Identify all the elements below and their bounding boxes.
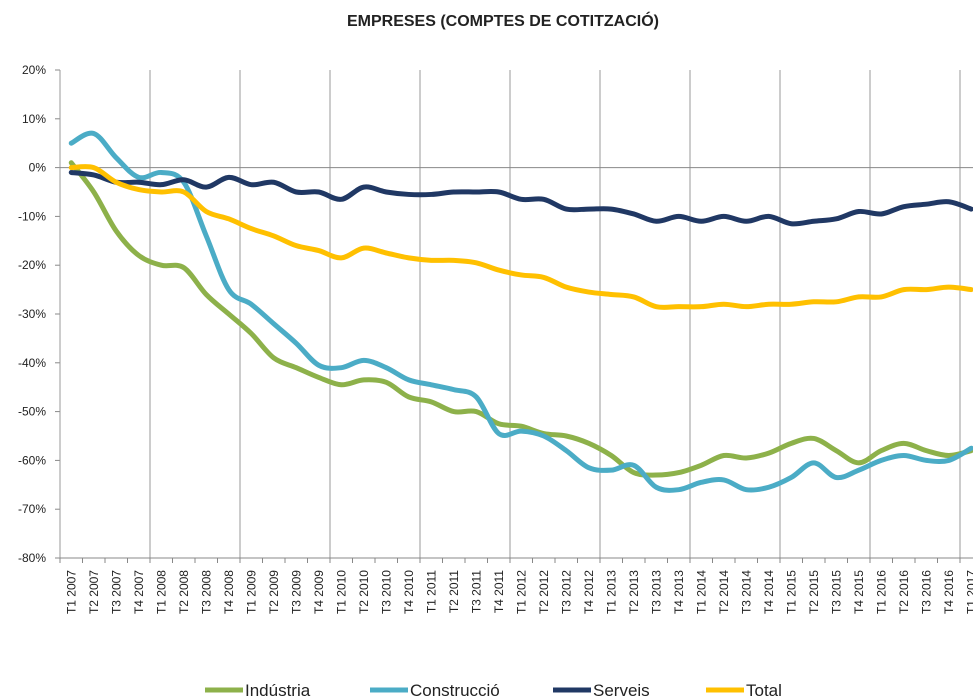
x-tick-label: T2 2012 xyxy=(537,570,551,614)
y-tick-label: -10% xyxy=(18,209,46,223)
x-tick-label: T4 2010 xyxy=(402,570,416,614)
x-tick-label: T3 2014 xyxy=(739,570,753,614)
x-tick-label: T3 2012 xyxy=(559,570,573,614)
x-tick-label: T1 2014 xyxy=(694,570,708,614)
x-tick-label: T4 2014 xyxy=(762,570,776,614)
x-tick-label: T1 2012 xyxy=(514,570,528,614)
x-tick-label: T3 2010 xyxy=(379,570,393,614)
x-tick-label: T4 2013 xyxy=(672,570,686,614)
x-tick-label: T1 2011 xyxy=(424,570,438,613)
chart-title: EMPRESES (COMPTES DE COTITZACIÓ) xyxy=(347,11,659,30)
x-tick-label: T2 2015 xyxy=(807,570,821,614)
x-tick-label: T2 2014 xyxy=(717,570,731,614)
x-tick-label: T1 2017 xyxy=(964,570,973,614)
x-tick-label: T2 2010 xyxy=(357,570,371,614)
x-tick-label: T1 2009 xyxy=(244,570,258,614)
series-line xyxy=(68,130,973,493)
x-tick-label: T4 2009 xyxy=(312,570,326,614)
x-tick-label: T2 2011 xyxy=(447,570,461,613)
y-tick-label: 10% xyxy=(22,112,46,126)
series-line xyxy=(68,169,973,227)
x-tick-label: T1 2008 xyxy=(154,570,168,614)
y-tick-label: -70% xyxy=(18,502,46,516)
legend-label: Serveis xyxy=(593,681,650,700)
x-tick-label: T4 2007 xyxy=(132,570,146,614)
x-tick-label: T4 2015 xyxy=(852,570,866,614)
x-tick-label: T2 2013 xyxy=(627,570,641,614)
y-tick-label: -30% xyxy=(18,307,46,321)
legend-label: Total xyxy=(746,681,782,700)
x-tick-label: T3 2009 xyxy=(289,570,303,614)
x-tick-label: T4 2011 xyxy=(492,570,506,613)
x-tick-label: T2 2008 xyxy=(177,570,191,614)
legend-label: Construcció xyxy=(410,681,500,700)
legend-label: Indústria xyxy=(245,681,311,700)
x-tick-label: T1 2013 xyxy=(604,570,618,614)
x-tick-label: T2 2009 xyxy=(267,570,281,614)
y-tick-label: 0% xyxy=(29,161,47,175)
series-line xyxy=(68,164,973,310)
y-tick-label: -80% xyxy=(18,551,46,565)
x-tick-label: T1 2016 xyxy=(874,570,888,614)
x-tick-label: T4 2016 xyxy=(942,570,956,614)
y-tick-label: 20% xyxy=(22,63,46,77)
y-tick-label: -50% xyxy=(18,405,46,419)
y-tick-label: -40% xyxy=(18,356,46,370)
x-tick-label: T1 2015 xyxy=(784,570,798,614)
x-tick-label: T2 2007 xyxy=(87,570,101,614)
x-tick-label: T4 2008 xyxy=(222,570,236,614)
x-tick-label: T3 2016 xyxy=(919,570,933,614)
series-line xyxy=(68,160,973,478)
x-tick-label: T1 2007 xyxy=(64,570,78,614)
x-tick-label: T3 2007 xyxy=(109,570,123,614)
x-tick-label: T3 2015 xyxy=(829,570,843,614)
x-tick-label: T3 2011 xyxy=(469,570,483,613)
x-tick-label: T4 2012 xyxy=(582,570,596,614)
y-tick-label: -20% xyxy=(18,258,46,272)
x-tick-label: T3 2008 xyxy=(199,570,213,614)
y-tick-label: -60% xyxy=(18,453,46,467)
x-tick-label: T1 2010 xyxy=(334,570,348,614)
x-tick-label: T2 2016 xyxy=(897,570,911,614)
x-tick-label: T3 2013 xyxy=(649,570,663,614)
